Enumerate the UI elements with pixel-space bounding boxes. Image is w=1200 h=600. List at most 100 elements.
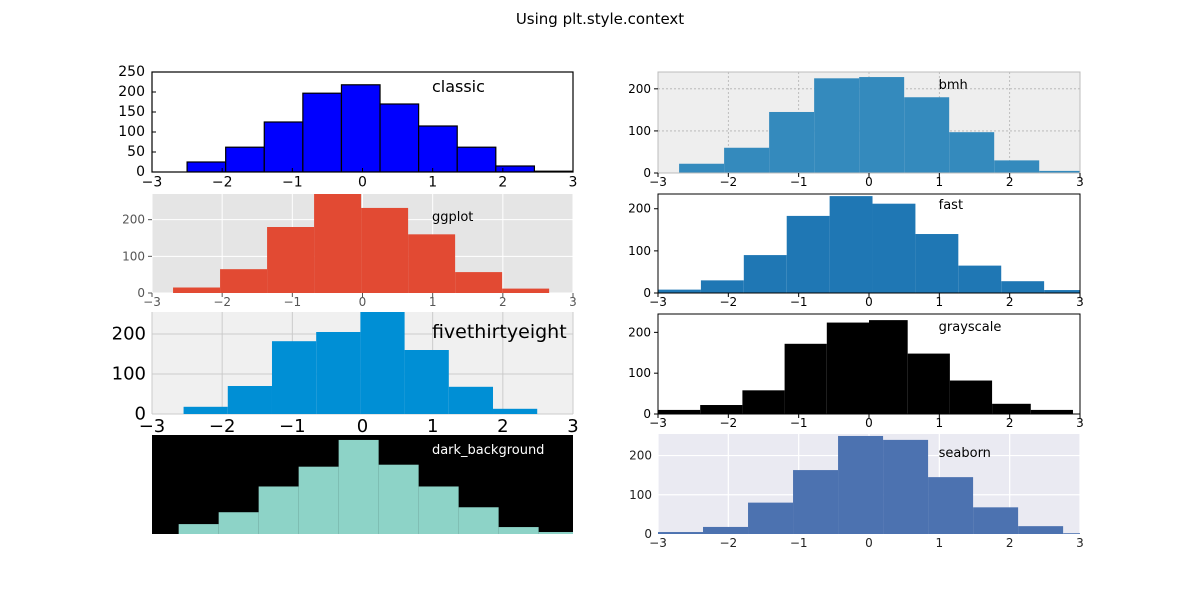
histogram-bar <box>872 203 916 293</box>
histogram-bar <box>1001 281 1045 293</box>
y-tick-label: 200 <box>112 324 146 345</box>
histogram-bar <box>700 280 744 293</box>
x-tick-label: 3 <box>1076 295 1084 309</box>
histogram-bar <box>786 215 830 293</box>
x-tick-label: −2 <box>719 175 737 189</box>
histogram-bar <box>915 234 959 293</box>
y-tick-label: 100 <box>628 124 651 138</box>
histogram-bar <box>178 524 219 534</box>
x-tick-label: 0 <box>358 175 367 191</box>
x-tick-label: −1 <box>790 175 808 189</box>
histogram-bar <box>1030 409 1073 414</box>
histogram-bar <box>1063 533 1080 534</box>
x-tick-label: 1 <box>428 175 437 191</box>
x-tick-label: −2 <box>212 175 233 191</box>
y-tick-label: 0 <box>643 286 651 300</box>
bars <box>178 439 573 534</box>
x-tick-label: −3 <box>649 536 667 550</box>
x-tick-label: −2 <box>719 536 737 550</box>
y-tick-label: 50 <box>127 144 145 160</box>
histogram-bar <box>838 435 884 534</box>
histogram-bar <box>724 147 770 173</box>
histogram-bar <box>1044 290 1080 293</box>
x-tick-label: 0 <box>357 416 368 437</box>
x-tick-label: −3 <box>649 175 667 189</box>
panel-dark-background: dark_background <box>152 435 573 534</box>
histogram-bar <box>958 265 1002 293</box>
y-tick-label: 100 <box>628 366 651 380</box>
y-tick-label: 250 <box>118 64 145 80</box>
histogram-bar <box>700 405 743 414</box>
histogram-bar <box>907 353 950 414</box>
y-tick-label: 100 <box>628 244 651 258</box>
x-tick-label: −1 <box>283 295 301 309</box>
bars <box>679 77 1080 173</box>
x-tick-label: 2 <box>1006 416 1014 430</box>
histogram-bar <box>338 439 379 534</box>
x-tick-label: −1 <box>790 416 808 430</box>
histogram-bar <box>378 464 419 534</box>
histogram-bar <box>1018 526 1064 534</box>
style-label: bmh <box>939 78 968 93</box>
x-tick-label: −3 <box>142 175 163 191</box>
histogram-bar <box>1039 170 1080 173</box>
y-tick-label: 0 <box>643 166 651 180</box>
histogram-bar <box>793 470 839 534</box>
x-tick-label: 0 <box>865 536 873 550</box>
y-tick-label: 200 <box>118 84 145 100</box>
y-tick-label: 0 <box>135 404 146 425</box>
x-tick-label: 3 <box>567 416 578 437</box>
histogram-bar <box>658 532 704 534</box>
x-tick-label: −1 <box>282 175 303 191</box>
x-tick-label: 3 <box>1076 536 1084 550</box>
histogram-bar <box>826 322 869 414</box>
x-tick-label: 0 <box>865 175 873 189</box>
histogram-bar <box>883 439 929 534</box>
histogram-bar <box>448 386 494 414</box>
histogram-bar <box>904 97 950 173</box>
histogram-bar <box>992 403 1031 414</box>
x-tick-label: 1 <box>936 416 944 430</box>
histogram-bar <box>455 272 503 293</box>
x-tick-label: 3 <box>1076 175 1084 189</box>
histogram-bar <box>538 532 573 534</box>
histogram-bar <box>183 406 228 414</box>
x-tick-label: 0 <box>865 416 873 430</box>
y-tick-label: 0 <box>137 286 145 300</box>
style-label: dark_background <box>432 443 544 458</box>
x-tick-label: −2 <box>719 295 737 309</box>
x-tick-label: 0 <box>865 295 873 309</box>
x-tick-label: 0 <box>359 295 367 309</box>
histogram-bar <box>220 269 268 293</box>
histogram-bar <box>743 255 787 293</box>
bars <box>183 312 538 414</box>
x-tick-label: −2 <box>213 295 231 309</box>
figure-title: Using plt.style.context <box>516 10 684 28</box>
histogram-bar <box>302 92 343 172</box>
panel-bmh: 0 100 200 −3 −2 −1 0 1 2 3 bmh <box>628 71 1084 189</box>
bars <box>658 196 1080 293</box>
histogram-bar <box>456 146 497 172</box>
y-tick-label: 100 <box>122 249 145 263</box>
panel-seaborn: 0 100 200 −3 −2 −1 0 1 2 3 seaborn <box>629 434 1084 550</box>
y-tick-label: 0 <box>136 164 145 180</box>
histogram-bar <box>742 390 785 414</box>
y-tick-label: 200 <box>628 325 651 339</box>
y-tick-label: 200 <box>629 449 652 463</box>
histogram-bar <box>814 78 860 173</box>
histogram-bar <box>173 287 221 293</box>
panel-fast: 0 100 200 −3 −2 −1 0 1 2 3 fast <box>628 193 1084 309</box>
x-tick-label: −2 <box>209 416 236 437</box>
x-tick-label: 2 <box>1006 295 1014 309</box>
histogram-bar <box>267 227 315 293</box>
x-tick-label: −1 <box>790 536 808 550</box>
style-label: fast <box>939 198 963 213</box>
y-tick-label: 200 <box>628 82 651 96</box>
x-tick-label: 3 <box>569 175 578 191</box>
histogram-bar <box>973 507 1019 534</box>
x-tick-label: 2 <box>1006 175 1014 189</box>
histogram-bar <box>928 477 974 534</box>
y-tick-label: 200 <box>122 213 145 227</box>
y-tick-label: 0 <box>643 407 651 421</box>
bars <box>658 435 1080 534</box>
